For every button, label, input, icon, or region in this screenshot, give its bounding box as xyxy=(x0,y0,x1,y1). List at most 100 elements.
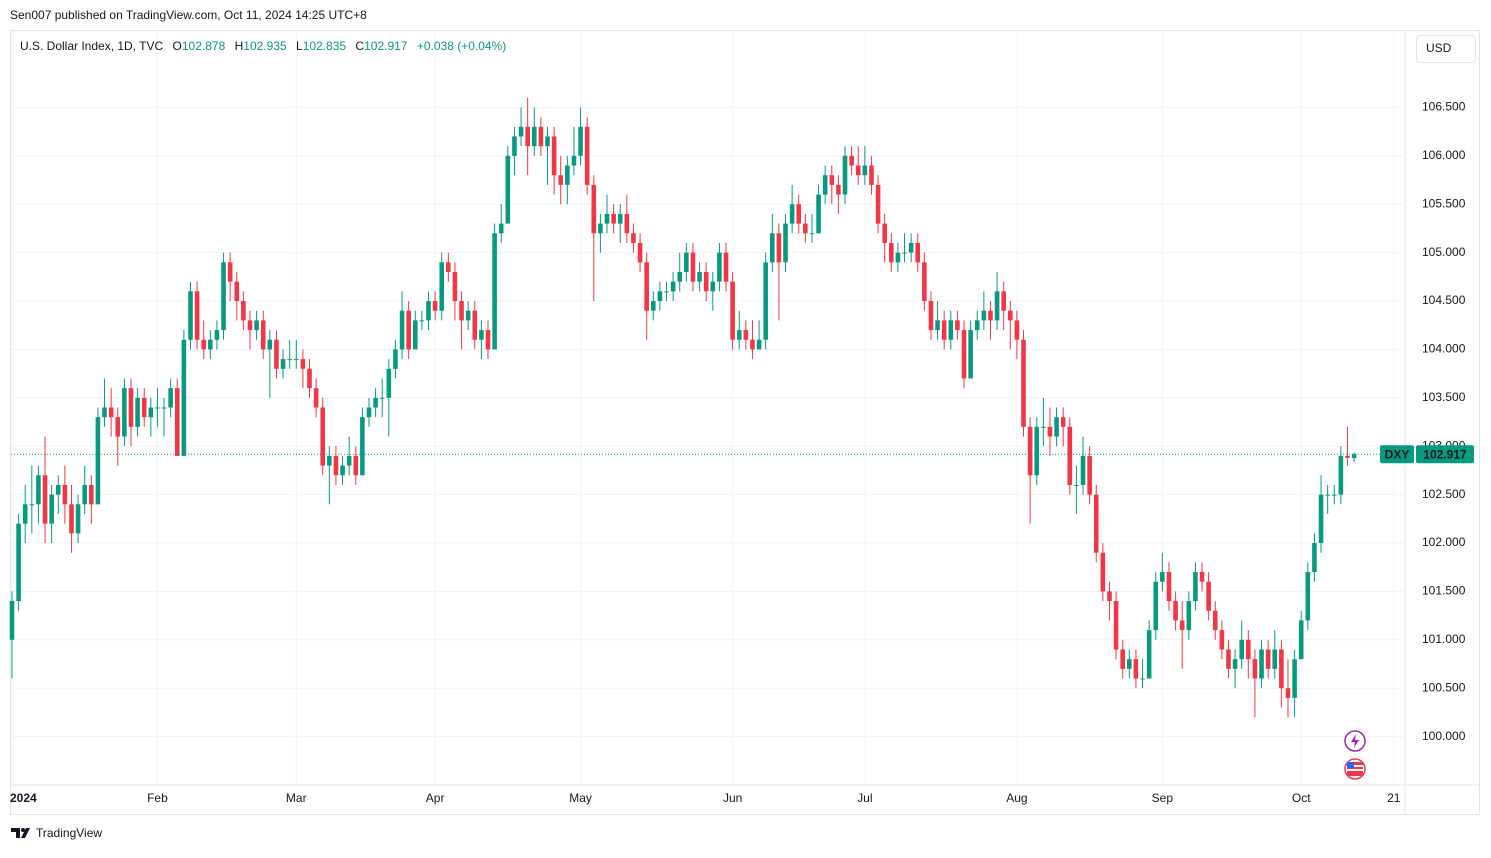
price-badge-label: 102.917 xyxy=(1423,447,1467,461)
candle-body xyxy=(584,126,590,185)
candle-body xyxy=(221,262,226,331)
x-tick-label: 2024 xyxy=(10,791,37,805)
candle-body xyxy=(29,504,35,506)
candle-body xyxy=(1252,659,1258,679)
candle-body xyxy=(908,242,914,253)
candle-body xyxy=(280,359,286,369)
candle-body xyxy=(922,262,927,302)
candle-body xyxy=(869,165,874,185)
candle-body xyxy=(955,320,960,331)
candle-body xyxy=(1259,649,1264,679)
candle-body xyxy=(1272,649,1278,669)
candle-body xyxy=(201,339,207,350)
candle-body xyxy=(525,126,530,147)
candle-body xyxy=(1041,426,1046,428)
candle-body xyxy=(1186,601,1192,631)
h-value: 102.935 xyxy=(243,39,287,53)
y-tick-label: 103.500 xyxy=(1422,390,1466,404)
candle-body xyxy=(168,388,173,408)
candle-body xyxy=(710,281,716,292)
candle-body xyxy=(1027,426,1033,476)
candle-body xyxy=(1265,649,1271,669)
candle-body xyxy=(565,165,570,185)
candle-body xyxy=(55,484,61,495)
candle-body xyxy=(148,407,154,418)
candle-body xyxy=(888,242,894,263)
candle-body xyxy=(803,223,808,234)
candle-body xyxy=(260,320,266,350)
candle-body xyxy=(274,339,279,369)
candle-body xyxy=(1239,639,1244,660)
currency-button[interactable] xyxy=(1416,35,1476,63)
candle-body xyxy=(161,407,167,409)
candle-body xyxy=(307,368,312,389)
currency: USD xyxy=(1426,41,1452,55)
published-line: Sen007 published on TradingView.com, Oct… xyxy=(10,8,367,22)
candle-body xyxy=(571,155,577,166)
candle-body xyxy=(300,359,306,369)
candle-body xyxy=(512,136,517,156)
candle-body xyxy=(1199,572,1205,582)
candle-body xyxy=(1008,310,1013,321)
candle-body xyxy=(1345,455,1350,458)
o-value: 102.878 xyxy=(182,39,226,53)
candle-body xyxy=(763,262,768,340)
candle-body xyxy=(670,281,676,292)
y-tick-label: 100.500 xyxy=(1422,680,1466,694)
candle-body xyxy=(1325,494,1330,496)
candle-body xyxy=(637,242,643,263)
candles xyxy=(9,97,1357,718)
candle-body xyxy=(128,388,134,427)
candle-body xyxy=(366,407,372,418)
candle-body xyxy=(531,126,537,147)
candle-body xyxy=(664,291,669,293)
candle-body xyxy=(75,504,81,534)
candle-body xyxy=(254,320,259,331)
candle-body xyxy=(994,291,1000,321)
candle-body xyxy=(287,359,292,361)
y-tick-label: 104.500 xyxy=(1422,293,1466,307)
candle-body xyxy=(49,494,54,524)
candle-body xyxy=(247,320,253,331)
chart-frame xyxy=(10,30,1480,815)
candle-body xyxy=(360,417,365,476)
candle-body xyxy=(62,484,68,505)
c-letter: C xyxy=(355,39,364,53)
candle-body xyxy=(227,262,233,282)
candle-body xyxy=(82,484,88,505)
candle-body xyxy=(968,330,973,379)
candle-body xyxy=(9,601,15,640)
candle-body xyxy=(1173,601,1178,621)
candle-body xyxy=(42,475,48,524)
flag xyxy=(1347,762,1363,776)
candle-body xyxy=(267,339,273,350)
price-badge xyxy=(1416,445,1474,464)
candle-body xyxy=(816,194,821,234)
candle-body xyxy=(419,320,425,322)
candle-body xyxy=(1193,572,1198,602)
candle-body xyxy=(961,330,967,379)
candle-body xyxy=(822,175,828,195)
candle-body xyxy=(1107,591,1112,602)
candle-body xyxy=(644,262,649,311)
candle-body xyxy=(69,504,74,534)
candle-body xyxy=(836,184,841,195)
candle-body xyxy=(16,523,21,602)
candle-body xyxy=(783,223,788,263)
candle-body xyxy=(485,330,491,350)
candle-body xyxy=(730,281,735,340)
candle-body xyxy=(1351,454,1357,459)
candle-body xyxy=(459,301,464,321)
candle-body xyxy=(1298,620,1304,660)
candle-body xyxy=(697,271,702,282)
candle-body xyxy=(412,320,418,350)
candle-body xyxy=(1060,417,1066,427)
candle-body xyxy=(631,233,636,243)
candle-body xyxy=(981,310,987,321)
candle-body xyxy=(895,252,901,263)
candle-body xyxy=(789,204,795,224)
candle-body xyxy=(611,213,616,224)
candle-body xyxy=(188,291,193,340)
candle-body xyxy=(875,184,881,224)
